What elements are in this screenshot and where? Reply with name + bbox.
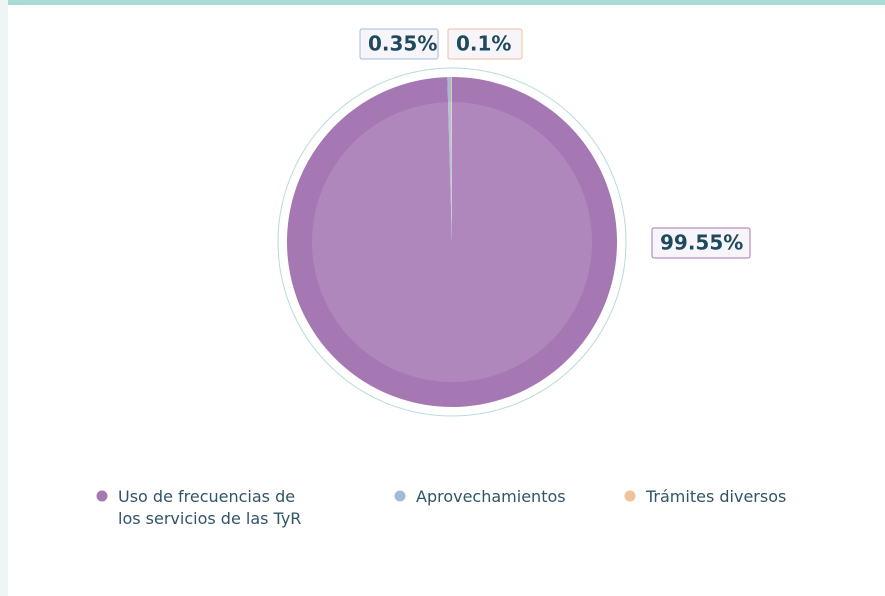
- label-box: [447, 28, 523, 60]
- legend-line: los servicios de las TyR: [118, 509, 301, 528]
- legend-label: Aprovechamientos: [416, 487, 566, 506]
- legend-line: Aprovechamientos: [416, 487, 566, 506]
- slice: [447, 77, 452, 242]
- inner-shade: [312, 102, 592, 382]
- legend-swatch: [624, 490, 636, 502]
- value-label: 99.55%: [660, 231, 743, 255]
- slice: [450, 77, 452, 242]
- slices: [287, 77, 618, 408]
- value-label: 0.1%: [456, 32, 511, 56]
- legend-swatch: [394, 490, 406, 502]
- top-bar: [8, 0, 885, 5]
- outer-ring: [277, 67, 627, 417]
- slice: [287, 77, 618, 408]
- legend-swatch: [96, 490, 108, 502]
- legend-label: Uso de frecuencias de los servicios de la…: [118, 487, 301, 528]
- value-label: 0.35%: [368, 32, 437, 56]
- legend-line: Trámites diversos: [645, 487, 786, 506]
- legend-label: Trámites diversos: [645, 487, 786, 506]
- legend-line: Uso de frecuencias de: [118, 487, 295, 506]
- label-box: [651, 227, 751, 259]
- label-box: [359, 28, 439, 60]
